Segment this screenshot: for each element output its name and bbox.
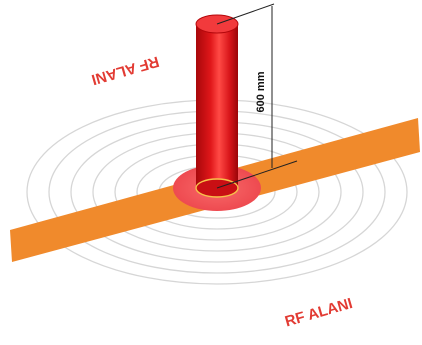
height-dimension [216, 3, 298, 189]
dimension-top-leader [216, 3, 275, 25]
rf-label-top: RF ALANI [90, 53, 161, 88]
dimension-bottom-leader [216, 160, 298, 189]
dimension-label: 600 mm [255, 71, 267, 112]
red-cylinder-antenna-icon [195, 14, 239, 198]
rf-label-bottom: RF ALANI [283, 295, 354, 330]
cylinder-body [196, 24, 238, 188]
